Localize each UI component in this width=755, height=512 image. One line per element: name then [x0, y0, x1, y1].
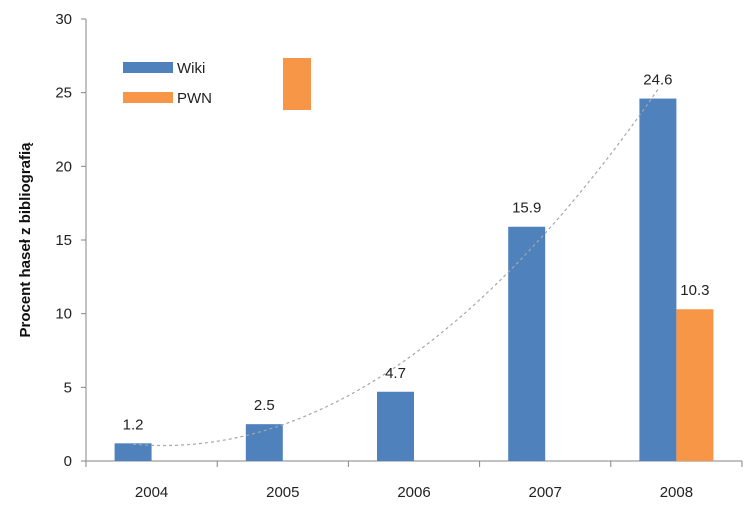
y-tick-label: 10 [55, 306, 72, 323]
trendline [133, 89, 659, 447]
bar-pwn [676, 309, 714, 461]
data-label: 15.9 [512, 200, 541, 217]
y-tick-label: 0 [64, 453, 72, 470]
data-label: 2.5 [254, 397, 275, 414]
x-tick-label: 2007 [529, 484, 562, 501]
x-tick-label: 2008 [660, 484, 693, 501]
data-label: 1.2 [123, 416, 144, 433]
y-tick-label: 5 [64, 379, 72, 396]
data-label: 4.7 [385, 365, 406, 382]
x-tick-label: 2004 [135, 484, 168, 501]
data-label: 10.3 [680, 282, 709, 299]
y-axis-label: Procent haseł z bibliografią [17, 142, 34, 338]
legend-swatch-wiki [123, 62, 173, 73]
bar-wiki [245, 424, 283, 461]
x-tick-label: 2006 [397, 484, 430, 501]
legend-label: PWN [177, 90, 212, 107]
x-tick-label: 2005 [266, 484, 299, 501]
bar-wiki [114, 443, 152, 461]
y-tick-label: 20 [55, 158, 72, 175]
legend-decor-block [283, 58, 311, 110]
bar-wiki [377, 391, 414, 461]
legend-swatch-pwn [123, 92, 173, 103]
y-tick-label: 25 [55, 85, 72, 102]
y-tick-label: 30 [55, 11, 72, 28]
y-tick-label: 15 [55, 232, 72, 249]
bar-wiki [639, 98, 677, 461]
legend-label: Wiki [177, 60, 205, 77]
data-label: 24.6 [643, 72, 672, 89]
bar-wiki [508, 226, 546, 461]
